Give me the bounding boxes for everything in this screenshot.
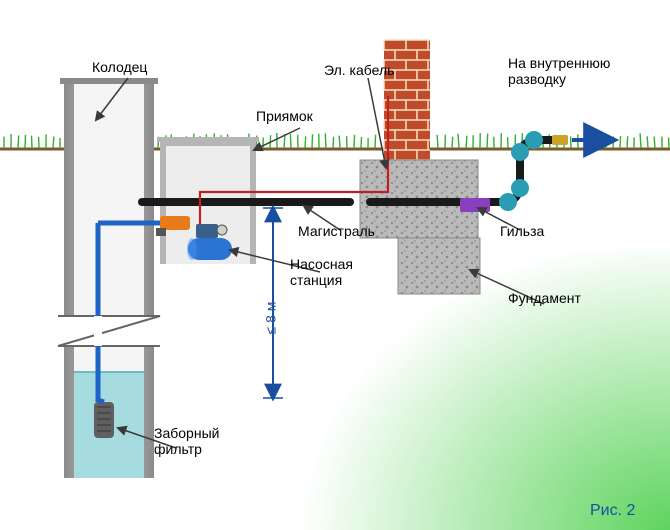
label-intake-filter: Заборный фильтр xyxy=(154,425,219,457)
label-well: Колодец xyxy=(92,59,147,75)
label-figure: Рис. 2 xyxy=(590,502,635,520)
label-sleeve: Гильза xyxy=(500,223,544,239)
label-pit: Приямок xyxy=(256,108,313,124)
label-mainline: Магистраль xyxy=(298,223,375,239)
label-to-inner: На внутреннюю разводку xyxy=(508,55,610,87)
label-cable: Эл. кабель xyxy=(324,62,394,78)
label-pump-station: Насосная станция xyxy=(290,256,353,288)
label-foundation: Фундамент xyxy=(508,290,581,306)
label-depth: ≤ 8 м xyxy=(262,302,278,335)
